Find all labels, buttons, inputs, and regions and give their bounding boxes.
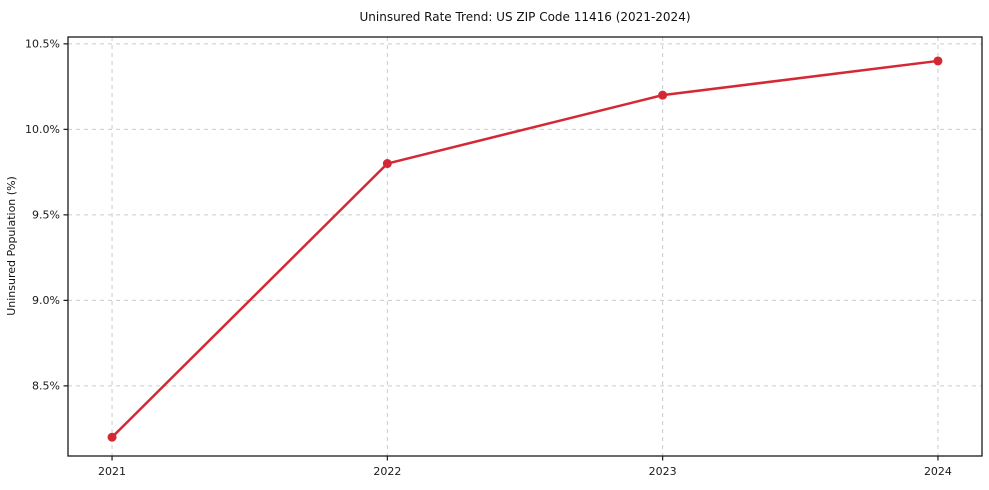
trend-line-series bbox=[107, 56, 943, 442]
data-point-marker bbox=[382, 159, 392, 169]
chart-title: Uninsured Rate Trend: US ZIP Code 11416 … bbox=[359, 10, 690, 24]
x-tick-label: 2021 bbox=[98, 465, 126, 478]
y-tick-label: 9.5% bbox=[32, 209, 60, 222]
axis-layer: 8.5% 9.0% 9.5% 10.0% 10.5% 2021 2022 2023 2024 bbox=[25, 36, 983, 478]
y-axis-label: Uninsured Population (%) bbox=[5, 176, 18, 316]
grid-layer bbox=[68, 37, 982, 456]
data-point-marker bbox=[107, 432, 117, 442]
plot-border bbox=[67, 36, 983, 457]
y-tick-label: 10.5% bbox=[25, 38, 60, 51]
x-tick-label: 2023 bbox=[649, 465, 677, 478]
y-tick-label: 9.0% bbox=[32, 294, 60, 307]
y-tick-label: 10.0% bbox=[25, 123, 60, 136]
y-tick-label: 8.5% bbox=[32, 380, 60, 393]
data-point-marker bbox=[658, 90, 668, 100]
x-tick-label: 2022 bbox=[373, 465, 401, 478]
data-point-marker bbox=[933, 56, 943, 66]
x-tick-label: 2024 bbox=[924, 465, 952, 478]
trend-line bbox=[110, 59, 940, 439]
